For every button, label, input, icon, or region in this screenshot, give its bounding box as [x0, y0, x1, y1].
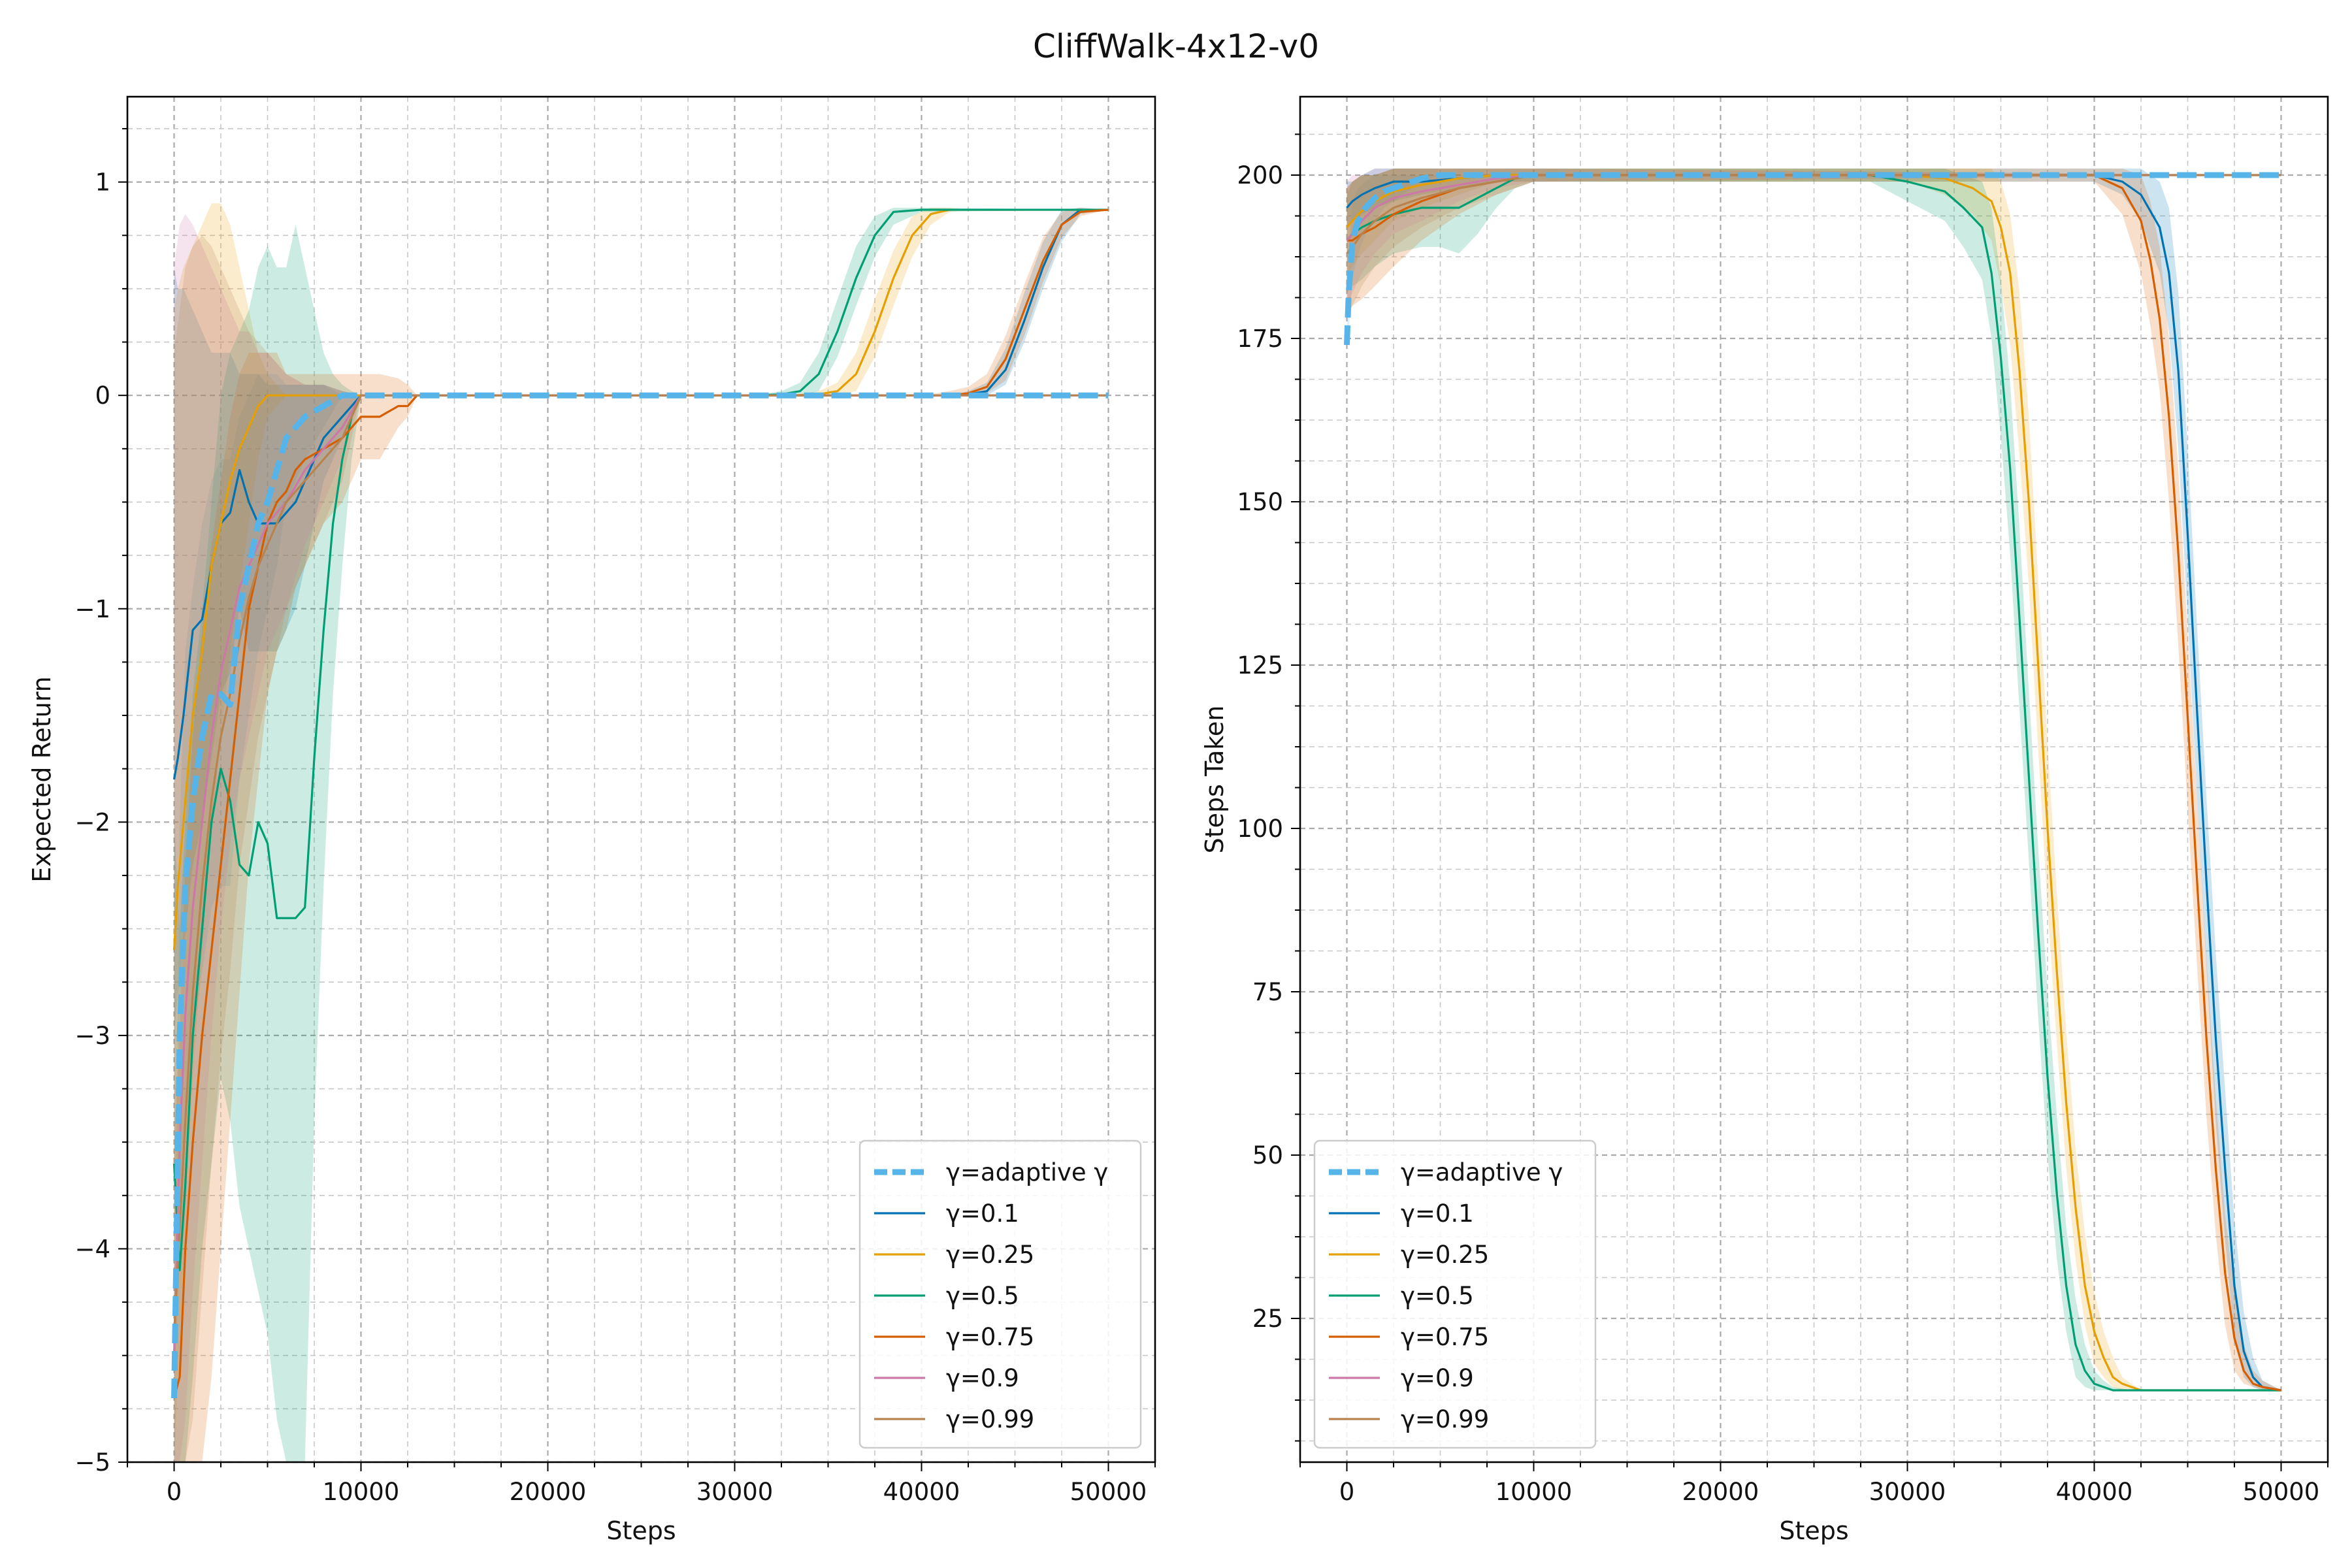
- legend-label-g05: γ=0.5: [946, 1282, 1019, 1310]
- series-lines: [1344, 172, 2281, 1392]
- x-ticks: 0 10000 20000 30000 40000 50000: [127, 1462, 1156, 1506]
- x-axis-label: Steps: [1779, 1516, 1848, 1545]
- legend-label-g05: γ=0.5: [1401, 1282, 1474, 1310]
- y-tick-label: −1: [74, 595, 110, 623]
- legend-label-adaptive: γ=adaptive γ: [1401, 1158, 1563, 1186]
- series-line-g025: [172, 208, 1109, 951]
- y-axis-label: Expected Return: [27, 676, 56, 882]
- x-tick-label: 40000: [883, 1478, 960, 1506]
- y-tick-label: 75: [1252, 978, 1283, 1006]
- legend-box: [1313, 1139, 1597, 1449]
- series-line-g099: [1346, 174, 2281, 255]
- series-line-g05: [1346, 174, 2281, 1392]
- y-tick-label: 200: [1237, 161, 1283, 189]
- x-ticks: 0 10000 20000 30000 40000 50000: [1299, 1462, 2328, 1506]
- band-g05: [174, 207, 1109, 1462]
- legend-label-g09: γ=0.9: [946, 1364, 1019, 1392]
- legend-label-g099: γ=0.99: [1401, 1405, 1489, 1433]
- series-line-g025: [1346, 174, 2281, 1392]
- legend-label-adaptive: γ=adaptive γ: [946, 1158, 1108, 1186]
- panel-steps-taken: 0 10000 20000 30000 40000 50000 25 50 75 100 125 15…: [1200, 95, 2329, 1545]
- x-tick-label: 50000: [2243, 1478, 2320, 1506]
- legend-label-g01: γ=0.1: [1401, 1200, 1474, 1228]
- x-tick-label: 0: [1339, 1478, 1355, 1506]
- x-tick-label: 10000: [1495, 1478, 1573, 1506]
- x-tick-label: 40000: [2056, 1478, 2133, 1506]
- legend-box: [858, 1139, 1142, 1449]
- series-lines: [171, 208, 1109, 1399]
- series-line-adaptive: [1344, 172, 2281, 346]
- y-ticks: 25 50 75 100 125 150 175 200: [1237, 133, 1300, 1442]
- series-line-g075: [1347, 174, 2281, 1392]
- panel-expected-return: 0 10000 20000 30000 40000 50000 −5 −4 −3 −2 −1 0 1 St…: [27, 95, 1156, 1545]
- y-tick-label: 125: [1237, 651, 1283, 679]
- band-adaptive: [174, 374, 1109, 1399]
- x-tick-label: 50000: [1070, 1478, 1147, 1506]
- band-g099: [174, 235, 1109, 1462]
- x-axis-label: Steps: [606, 1516, 676, 1545]
- y-tick-label: −5: [74, 1448, 110, 1477]
- legend-label-g025: γ=0.25: [1401, 1241, 1489, 1269]
- series-line-g05: [172, 208, 1109, 1271]
- series-line-g099: [172, 394, 1109, 1335]
- legend-label-g09: γ=0.9: [1401, 1364, 1474, 1392]
- y-tick-label: 25: [1252, 1305, 1283, 1333]
- y-tick-label: 1: [95, 169, 110, 197]
- y-ticks: −5 −4 −3 −2 −1 0 1: [74, 127, 127, 1477]
- legend-label-g025: γ=0.25: [946, 1241, 1034, 1269]
- x-tick-label: 30000: [1869, 1478, 1946, 1506]
- legend-label-g099: γ=0.99: [946, 1405, 1034, 1433]
- y-tick-label: 50: [1252, 1141, 1283, 1169]
- y-tick-label: −4: [74, 1235, 110, 1263]
- legend-label-g075: γ=0.75: [946, 1323, 1034, 1351]
- legend: γ=adaptive γ γ=0.1 γ=0.25 γ=0.5 γ=0.75 γ=0.9 γ…: [858, 1139, 1142, 1449]
- x-tick-label: 30000: [696, 1478, 774, 1506]
- y-tick-label: 100: [1237, 815, 1283, 843]
- x-tick-label: 20000: [510, 1478, 587, 1506]
- y-tick-label: 175: [1237, 325, 1283, 353]
- legend-label-g01: γ=0.1: [946, 1200, 1019, 1228]
- series-line-g01: [1346, 174, 2281, 1392]
- x-tick-label: 20000: [1682, 1478, 1759, 1506]
- series-line-adaptive: [171, 392, 1109, 1399]
- legend-label-g075: γ=0.75: [1401, 1323, 1489, 1351]
- y-tick-label: −2: [74, 808, 110, 836]
- x-tick-label: 0: [167, 1478, 182, 1506]
- y-tick-label: −3: [74, 1022, 110, 1050]
- legend: γ=adaptive γ γ=0.1 γ=0.25 γ=0.5 γ=0.75 γ=0.9 γ…: [1313, 1139, 1597, 1449]
- y-tick-label: 0: [95, 382, 110, 410]
- band-g099: [1347, 169, 2281, 319]
- y-axis-label: Steps Taken: [1200, 706, 1229, 854]
- x-tick-label: 10000: [323, 1478, 400, 1506]
- figure-title: CliffWalk-4x12-v0: [1033, 27, 1319, 65]
- y-tick-label: 150: [1237, 488, 1283, 516]
